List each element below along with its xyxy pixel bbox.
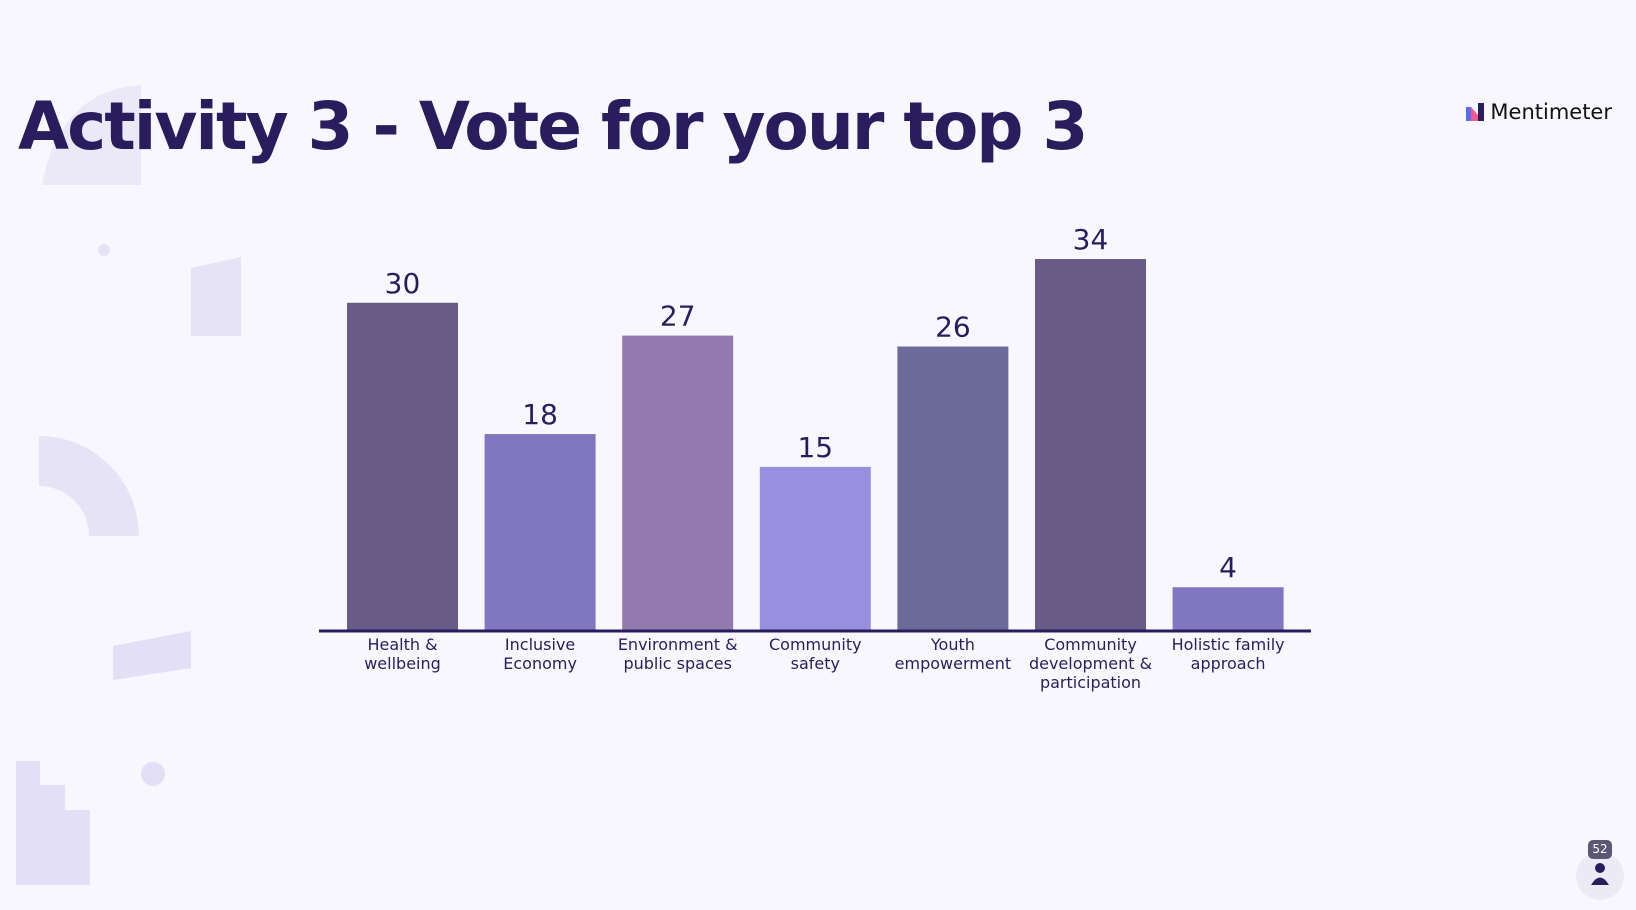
- x-tick-label: Holistic family approach: [1171, 635, 1285, 673]
- bar: [484, 434, 596, 631]
- x-tick-label: Community safety: [768, 635, 862, 673]
- shape: [191, 257, 241, 336]
- shape: [98, 244, 110, 256]
- value-label: 18: [522, 398, 558, 431]
- x-tick-label: Inclusive Economy: [503, 635, 577, 673]
- bar: [897, 346, 1009, 631]
- value-label: 34: [1073, 223, 1109, 256]
- shape: [39, 436, 139, 536]
- participant-count: 52: [1588, 840, 1612, 859]
- participant-icon-bg: [1576, 852, 1624, 900]
- bar: [622, 335, 734, 631]
- x-tick-label: Youth empowerment: [894, 635, 1012, 673]
- bar: [759, 466, 871, 631]
- shape: [113, 631, 191, 680]
- x-tick-label: Community development & participation: [1028, 635, 1153, 692]
- value-label: 15: [797, 431, 833, 464]
- bar: [1172, 587, 1284, 631]
- value-label: 26: [935, 311, 971, 344]
- participant-icon: [1591, 877, 1609, 885]
- chart-title: Activity 3 - Vote for your top 3: [18, 88, 1088, 165]
- participant-icon: [1595, 863, 1605, 873]
- shape: [16, 761, 90, 885]
- value-label: 4: [1219, 551, 1237, 584]
- brand-logo: [1466, 103, 1485, 121]
- shape: [42, 85, 141, 185]
- brand-name: Mentimeter: [1490, 100, 1612, 124]
- shape: [141, 762, 165, 786]
- x-tick-label: Health & wellbeing: [364, 635, 441, 673]
- brand: Mentimeter: [1466, 100, 1612, 124]
- bar: [1035, 259, 1146, 631]
- x-tick-label: Environment & public spaces: [617, 635, 738, 673]
- value-label: 30: [385, 267, 421, 300]
- bar: [347, 302, 458, 631]
- value-label: 27: [660, 300, 696, 333]
